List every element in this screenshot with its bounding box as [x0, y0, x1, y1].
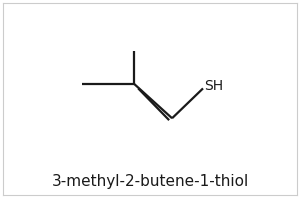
- Text: SH: SH: [205, 79, 224, 93]
- Text: 3-methyl-2-butene-1-thiol: 3-methyl-2-butene-1-thiol: [51, 174, 249, 189]
